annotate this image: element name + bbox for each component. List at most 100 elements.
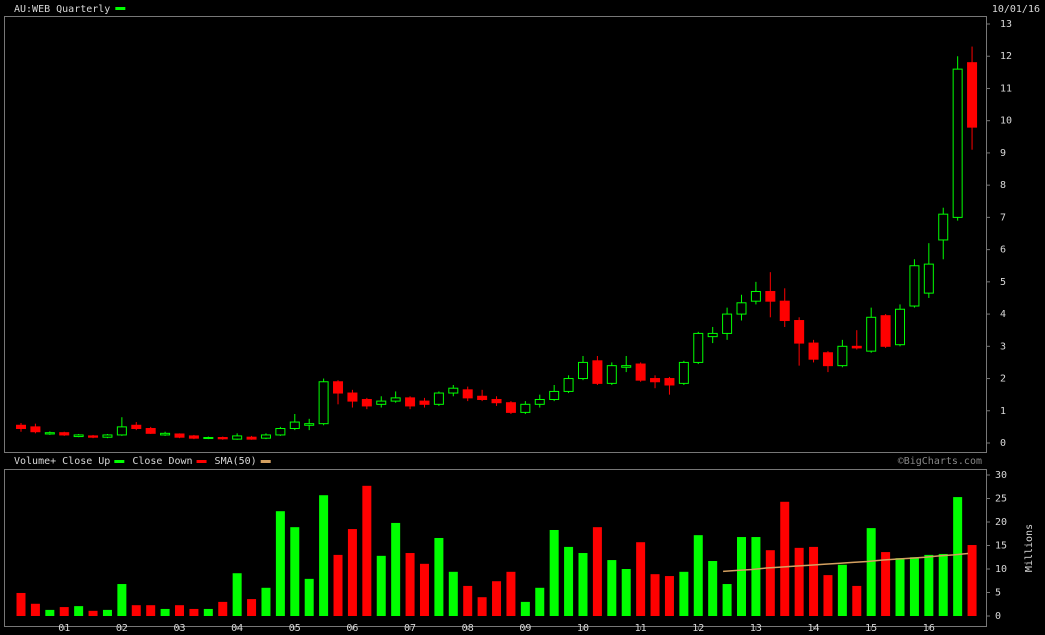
volume-bar xyxy=(203,608,213,616)
candle-body xyxy=(433,392,444,405)
x-tick-label: 09 xyxy=(519,623,531,634)
volume-bar xyxy=(275,511,285,616)
candle-body xyxy=(260,434,271,439)
watermark: ©BigCharts.com xyxy=(898,456,982,467)
candle-body xyxy=(909,265,920,307)
sma-line xyxy=(723,552,969,573)
volume-bar xyxy=(506,571,516,616)
volume-bar xyxy=(953,497,963,616)
candle-body xyxy=(131,424,142,429)
volume-bar xyxy=(434,537,444,616)
volume-bar xyxy=(967,545,977,616)
candle-body xyxy=(102,434,113,438)
candle-body xyxy=(837,345,848,367)
candle-body xyxy=(318,381,329,425)
volume-bar xyxy=(492,581,502,616)
y-tick-label: 9 xyxy=(1000,148,1006,159)
volume-bar xyxy=(88,610,98,616)
x-tick-label: 15 xyxy=(865,623,877,634)
candle-body xyxy=(462,389,473,399)
y-tick-label: 11 xyxy=(1000,83,1012,94)
candle-body xyxy=(44,432,55,435)
volume-bar xyxy=(16,592,26,616)
y-tick-label: 1 xyxy=(1000,406,1006,417)
candle-body xyxy=(145,427,156,434)
volume-bar xyxy=(780,501,790,616)
y-tick-label: 6 xyxy=(1000,245,1006,256)
volume-bar xyxy=(333,554,343,616)
y-tick-label: 2 xyxy=(1000,374,1006,385)
y-tick-label: 10 xyxy=(995,564,1007,575)
candle-body xyxy=(693,332,704,363)
x-tick-label: 03 xyxy=(173,623,185,634)
candle-body xyxy=(347,392,358,402)
volume-bar xyxy=(938,553,948,616)
volume-bar xyxy=(175,605,185,616)
volume-bar xyxy=(564,546,574,616)
volume-bar xyxy=(261,587,271,616)
candle-body xyxy=(333,381,344,394)
volume-bar xyxy=(477,597,487,616)
y-tick-label: 5 xyxy=(995,588,1001,599)
x-tick-label: 05 xyxy=(289,623,301,634)
candle-body xyxy=(289,421,300,429)
candle-body xyxy=(866,316,877,352)
candle-body xyxy=(419,400,430,405)
y-tick-label: 10 xyxy=(1000,116,1012,127)
y-tick-label: 13 xyxy=(1000,19,1012,30)
volume-bar xyxy=(809,546,819,616)
volume-panel xyxy=(4,469,987,627)
volume-bar xyxy=(419,563,429,616)
volume-bar xyxy=(247,599,257,616)
legend-label: SMA(50) xyxy=(215,456,257,467)
volume-bar xyxy=(347,529,357,616)
candle-body xyxy=(678,361,689,384)
volume-bar xyxy=(592,527,602,616)
volume-bar xyxy=(30,603,40,616)
candle-body xyxy=(275,427,286,436)
volume-bar xyxy=(290,527,300,616)
candle-body xyxy=(174,433,185,438)
candle-body xyxy=(592,360,603,384)
x-tick-label: 06 xyxy=(346,623,358,634)
x-tick-label: 13 xyxy=(750,623,762,634)
legend-swatch xyxy=(114,460,125,463)
candle-body xyxy=(722,313,733,334)
x-tick-label: 02 xyxy=(116,623,128,634)
candle-body xyxy=(606,365,617,384)
candle-body xyxy=(952,68,963,218)
candle-body xyxy=(203,437,214,440)
candle-body xyxy=(923,263,934,294)
legend-swatch xyxy=(196,460,207,463)
candle-body xyxy=(376,400,387,405)
candle-body xyxy=(750,291,761,302)
candle-body xyxy=(650,378,661,383)
volume-bar xyxy=(636,542,646,616)
candle-body xyxy=(822,352,833,367)
y-tick-label: 5 xyxy=(1000,277,1006,288)
x-tick-label: 11 xyxy=(635,623,647,634)
candle-body xyxy=(30,426,41,433)
volume-bar xyxy=(722,584,732,616)
candle-body xyxy=(736,302,747,315)
volume-bar xyxy=(621,569,631,616)
volume-bar xyxy=(117,584,127,616)
candle-body xyxy=(448,387,459,394)
volume-bar xyxy=(218,601,228,616)
volume-bar xyxy=(794,547,804,616)
volume-bar xyxy=(74,606,84,616)
legend-swatch xyxy=(260,460,271,463)
volume-bar xyxy=(895,558,905,616)
volume-bar xyxy=(520,601,530,616)
x-tick-label: 04 xyxy=(231,623,243,634)
y-tick-label: 25 xyxy=(995,494,1007,505)
volume-bar xyxy=(232,573,242,616)
candle-body xyxy=(361,398,372,407)
y-tick-label: 30 xyxy=(995,470,1007,481)
y-tick-label: 0 xyxy=(995,611,1001,622)
volume-bar xyxy=(391,522,401,616)
candle-body xyxy=(635,363,646,381)
candle-body xyxy=(405,397,416,407)
candle-body xyxy=(851,345,862,349)
